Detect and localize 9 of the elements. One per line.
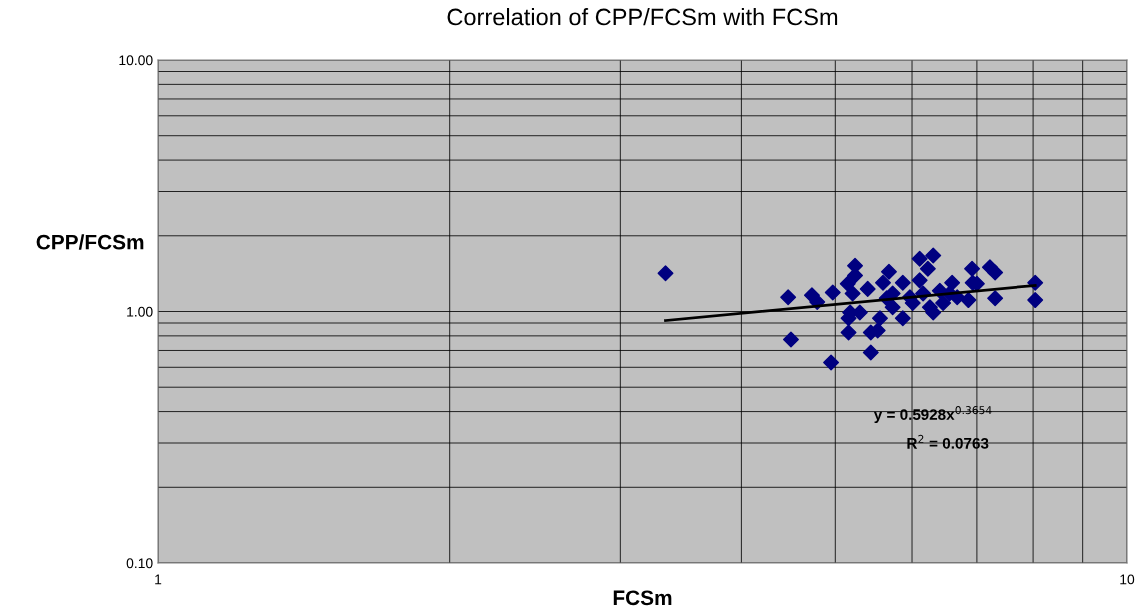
x-tick-label: 10: [1120, 574, 1135, 585]
y-tick-label: 1.00: [127, 306, 153, 317]
x-tick-label: 1: [155, 574, 162, 585]
chart-title: Correlation of CPP/FCSm with FCSm: [447, 8, 838, 26]
annotation: R$^{2}$ = 0.0763: [907, 434, 989, 449]
x-axis-title: FCSm: [613, 590, 672, 606]
y-axis-title: CPP/FCSm: [36, 234, 144, 250]
y-tick-label: 10.00: [119, 55, 153, 66]
y-tick-label: 0.10: [126, 558, 153, 569]
